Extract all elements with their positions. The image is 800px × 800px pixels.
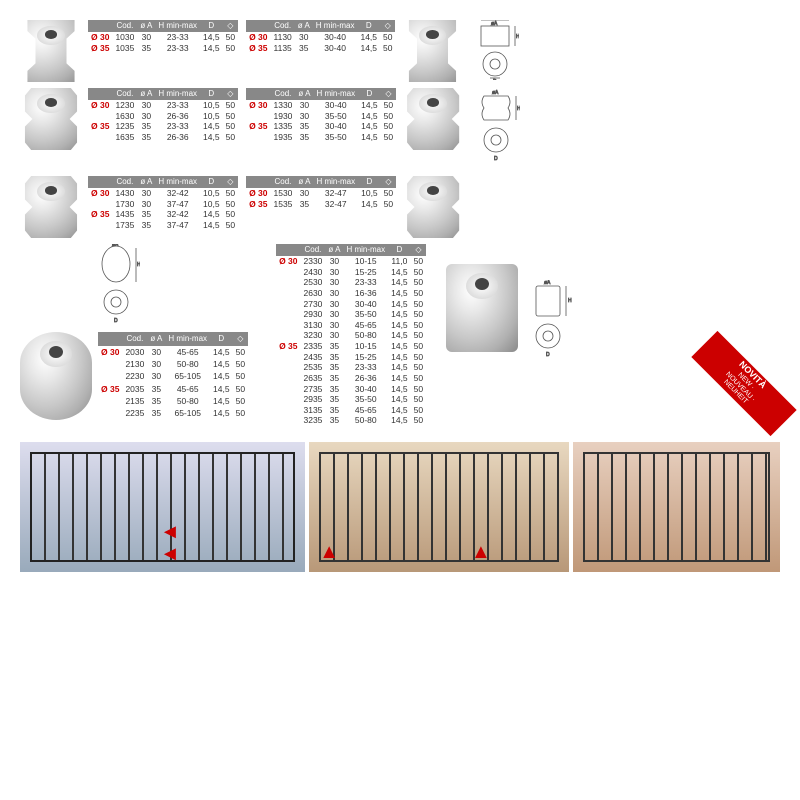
svg-text:D: D — [114, 318, 118, 324]
svg-text:øA: øA — [112, 244, 119, 248]
svg-text:D: D — [493, 79, 497, 80]
photo-window-1: ▲ ▲ — [309, 442, 568, 572]
novita-badge: NOVITÀ NEW · NOUVEAU · NEUHEIT — [688, 345, 778, 435]
spec-table-3: Cod.ø AH min-maxD◇Ø 3012303023-3310,5501… — [88, 88, 238, 143]
dimension-diagram: øA H D — [92, 244, 140, 326]
product-image — [20, 332, 92, 420]
spec-table-2: Cod.ø AH min-maxD◇Ø 3011303030-4014,550Ø… — [246, 20, 395, 53]
product-image — [20, 88, 82, 150]
arrow-icon: ◄ — [160, 543, 180, 566]
product-image — [401, 20, 463, 82]
spec-table-6: Cod.ø AH min-maxD◇Ø 3015303032-4710,550Ø… — [246, 176, 396, 209]
arrow-icon: ◄ — [160, 521, 180, 544]
dimension-diagram: øA H D — [524, 280, 572, 362]
arrow-icon: ▲ — [319, 541, 339, 564]
application-photos: ◄ ◄ ▲ ▲ — [0, 442, 800, 592]
arrow-icon: ▲ — [471, 541, 491, 564]
dimension-diagram: øA H D — [471, 20, 519, 82]
svg-text:H: H — [137, 262, 140, 268]
product-image — [402, 176, 464, 238]
svg-text:øA: øA — [491, 21, 498, 27]
product-image — [20, 176, 82, 238]
spec-table-5: Cod.ø AH min-maxD◇Ø 3014303032-4210,5501… — [88, 176, 238, 231]
spec-table-8: Cod.ø AH min-maxD◇Ø 3023303010-1511,0502… — [276, 244, 426, 426]
svg-text:D: D — [546, 352, 550, 358]
spec-table-1: Cod.ø AH min-maxD◇Ø 3010303023-3314,550Ø… — [88, 20, 238, 53]
svg-text:øA: øA — [492, 90, 499, 96]
photo-window-2 — [573, 442, 780, 572]
spec-table-7: Cod.ø AH min-maxD◇Ø 3020303045-6514,5502… — [98, 332, 248, 420]
dimension-diagram: øA H D — [472, 88, 520, 170]
svg-text:øA: øA — [544, 280, 551, 286]
photo-balcony: ◄ ◄ — [20, 442, 305, 572]
product-image — [20, 20, 82, 82]
spec-table-4: Cod.ø AH min-maxD◇Ø 3013303030-4014,5501… — [246, 88, 396, 143]
svg-text:H: H — [516, 34, 519, 40]
svg-text:H: H — [517, 106, 520, 112]
product-image — [402, 88, 464, 150]
svg-text:H: H — [568, 298, 572, 304]
product-image — [446, 264, 518, 352]
svg-text:D: D — [494, 156, 498, 162]
